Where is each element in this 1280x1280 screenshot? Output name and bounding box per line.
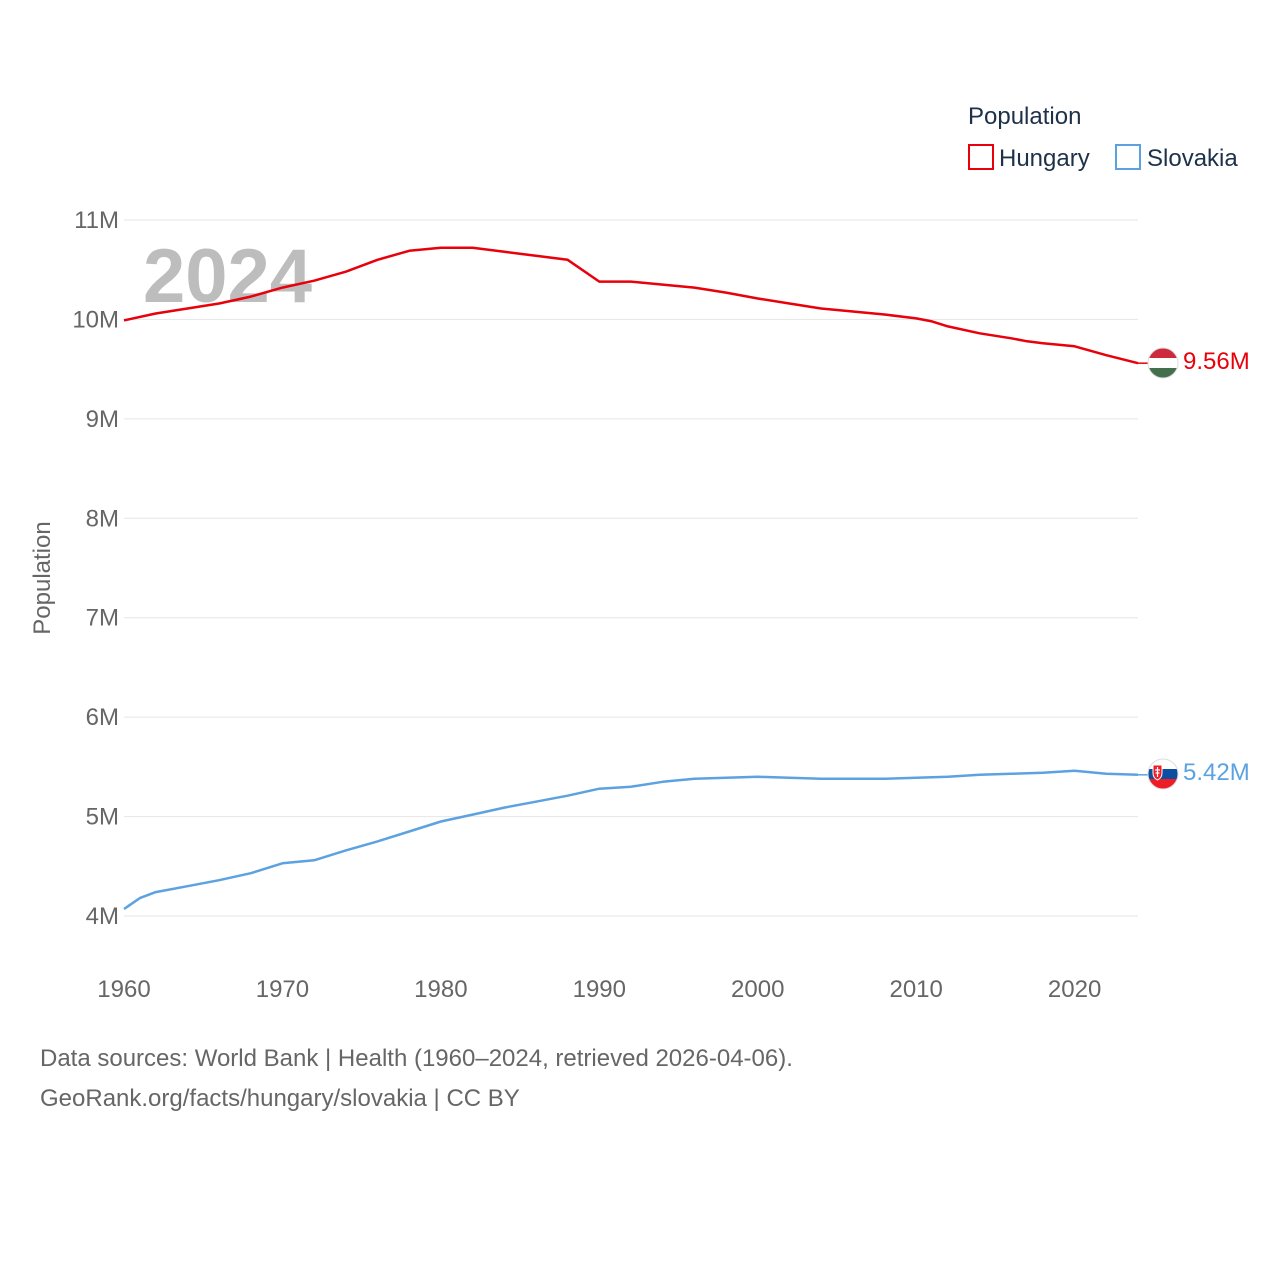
- y-tick-label: 4M: [86, 903, 119, 930]
- x-tick-label: 1970: [256, 976, 309, 1003]
- slovakia-flag-border: [1147, 758, 1179, 790]
- x-axis-ticks: 1960 1970 1980 1990 2000 2010 2020: [97, 976, 1101, 1003]
- hungary-end-label: 9.56M: [1183, 348, 1250, 375]
- series-line-slovakia[interactable]: [123, 769, 1139, 911]
- y-tick-label: 11M: [74, 207, 119, 234]
- legend-label-slovakia[interactable]: Slovakia: [1147, 145, 1238, 172]
- x-tick-label: 2000: [731, 976, 784, 1003]
- slovakia-end-label: 5.42M: [1183, 759, 1250, 786]
- legend-swatch-slovakia[interactable]: [1115, 144, 1141, 170]
- y-tick-label: 5M: [86, 804, 119, 831]
- footer-attribution: GeoRank.org/facts/hungary/slovakia | CC …: [40, 1085, 520, 1112]
- legend-swatch-hungary[interactable]: [968, 144, 994, 170]
- x-tick-label: 1990: [573, 976, 626, 1003]
- x-tick-label: 1960: [97, 976, 150, 1003]
- legend: Population Hungary Slovakia: [968, 103, 1238, 172]
- y-axis-title: Population: [29, 521, 56, 634]
- footer-sources: Data sources: World Bank | Health (1960–…: [40, 1045, 793, 1072]
- x-tick-label: 2010: [889, 976, 942, 1003]
- series-lines: [123, 246, 1148, 911]
- year-overlay: 2024: [143, 234, 312, 319]
- hungary-flag-icon: [1148, 348, 1178, 378]
- x-tick-label: 2020: [1048, 976, 1101, 1003]
- slovakia-flag-icon: [1148, 759, 1178, 789]
- legend-label-hungary[interactable]: Hungary: [999, 145, 1090, 172]
- hungary-flag-border: [1147, 347, 1179, 379]
- legend-title: Population: [968, 103, 1081, 130]
- x-tick-label: 1980: [414, 976, 467, 1003]
- y-tick-label: 6M: [86, 704, 119, 731]
- y-tick-label: 9M: [86, 406, 119, 433]
- y-tick-label: 8M: [86, 505, 119, 532]
- y-axis-ticks: 4M 5M 6M 7M 8M 9M 10M 11M: [72, 207, 119, 930]
- y-tick-label: 7M: [86, 605, 119, 632]
- gridlines: [124, 219, 1138, 917]
- series-line-hungary[interactable]: [123, 246, 1139, 365]
- y-tick-label: 10M: [72, 306, 119, 333]
